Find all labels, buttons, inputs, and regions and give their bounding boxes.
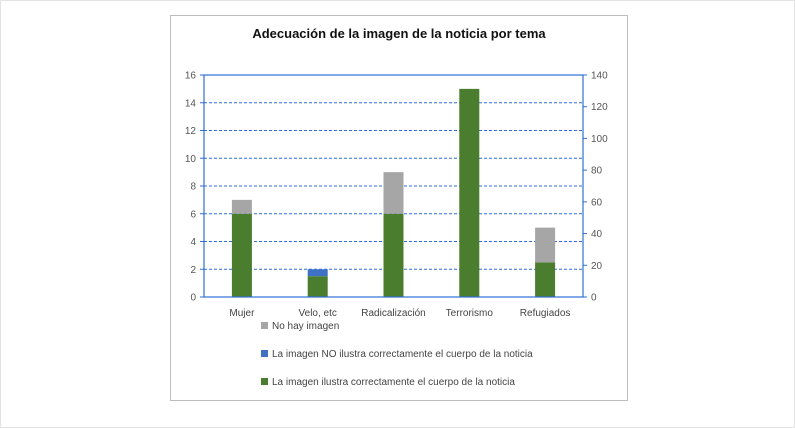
bar-segment [535,262,556,297]
left-tick-label: 6 [190,209,196,220]
legend-label: La imagen NO ilustra correctamente el cu… [272,349,533,360]
category-label: Mujer [229,308,255,319]
right-tick-label: 40 [591,229,603,240]
chart-title: Adecuación de la imagen de la noticia po… [252,26,546,41]
left-tick-label: 4 [190,237,196,248]
legend-label: No hay imagen [272,321,339,332]
bar-segment [535,227,556,263]
category-label: Terrorismo [446,308,494,319]
bar-segment [459,88,480,297]
left-tick-label: 16 [185,71,197,82]
legend-label: La imagen ilustra correctamente el cuerp… [272,377,515,388]
bar-segment [383,172,404,214]
right-tick-label: 140 [591,71,608,82]
left-tick-label: 14 [185,98,197,109]
category-label: Refugiados [520,308,571,319]
right-tick-label: 20 [591,261,603,272]
bar-segment [307,276,328,297]
legend-swatch [261,322,268,329]
bar-segment [231,199,252,214]
right-tick-label: 0 [591,293,597,304]
right-tick-label: 100 [591,134,608,145]
bar-segment [307,269,328,277]
stacked-bar-chart: Adecuación de la imagen de la noticia po… [185,26,608,388]
bar-segment [231,213,252,297]
left-tick-label: 10 [185,154,197,165]
right-tick-label: 60 [591,197,603,208]
legend-swatch [261,350,268,357]
bar-segment [383,213,404,297]
left-tick-label: 12 [185,126,197,137]
category-label: Velo, etc [299,308,337,319]
right-tick-label: 80 [591,166,603,177]
legend-swatch [261,378,268,385]
left-tick-label: 0 [190,293,196,304]
chart-card: Adecuación de la imagen de la noticia po… [170,15,628,401]
category-label: Radicalización [361,308,425,319]
left-tick-label: 8 [190,182,196,193]
right-tick-label: 120 [591,102,608,113]
left-tick-label: 2 [190,265,196,276]
